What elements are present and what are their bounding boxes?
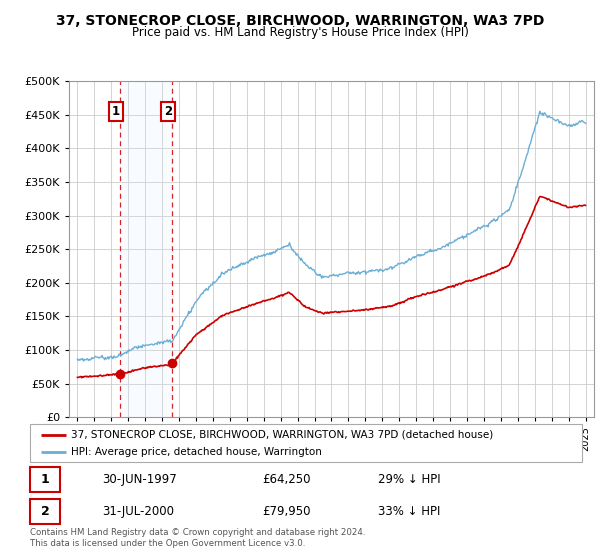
- Text: 1: 1: [112, 105, 119, 118]
- Text: HPI: Average price, detached house, Warrington: HPI: Average price, detached house, Warr…: [71, 447, 322, 458]
- Text: 2: 2: [164, 105, 172, 118]
- Text: 1: 1: [41, 473, 50, 486]
- Text: Price paid vs. HM Land Registry's House Price Index (HPI): Price paid vs. HM Land Registry's House …: [131, 26, 469, 39]
- Text: 29% ↓ HPI: 29% ↓ HPI: [378, 473, 440, 486]
- Text: £64,250: £64,250: [262, 473, 310, 486]
- FancyBboxPatch shape: [30, 499, 61, 524]
- FancyBboxPatch shape: [30, 424, 582, 462]
- Bar: [120, 81, 172, 417]
- Text: 30-JUN-1997: 30-JUN-1997: [102, 473, 176, 486]
- FancyBboxPatch shape: [30, 467, 61, 492]
- Text: 2: 2: [41, 505, 50, 518]
- Text: 33% ↓ HPI: 33% ↓ HPI: [378, 505, 440, 518]
- Text: 31-JUL-2000: 31-JUL-2000: [102, 505, 174, 518]
- Text: 37, STONECROP CLOSE, BIRCHWOOD, WARRINGTON, WA3 7PD (detached house): 37, STONECROP CLOSE, BIRCHWOOD, WARRINGT…: [71, 430, 494, 440]
- Text: £79,950: £79,950: [262, 505, 310, 518]
- Text: Contains HM Land Registry data © Crown copyright and database right 2024.
This d: Contains HM Land Registry data © Crown c…: [30, 528, 365, 548]
- Text: 37, STONECROP CLOSE, BIRCHWOOD, WARRINGTON, WA3 7PD: 37, STONECROP CLOSE, BIRCHWOOD, WARRINGT…: [56, 14, 544, 28]
